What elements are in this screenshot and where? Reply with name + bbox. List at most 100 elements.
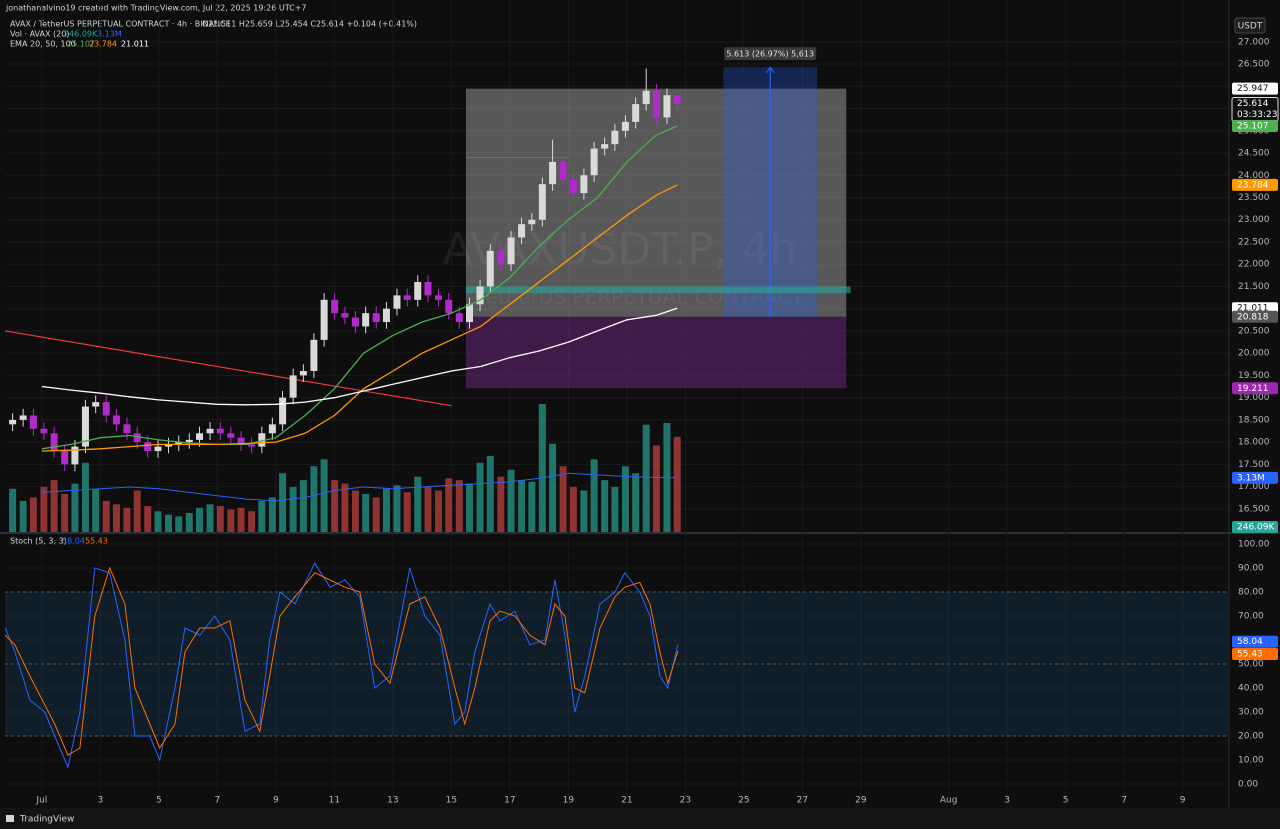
volume-bar [144, 506, 152, 532]
volume-tag: 246.09K [1237, 523, 1275, 533]
measure-label: 5.613 (26.97%) 5,613 [726, 50, 814, 59]
x-tick-label: 13 [387, 796, 398, 806]
position-profit [466, 88, 847, 317]
y-tick-label: 23.000 [1238, 215, 1270, 225]
candle-body [71, 446, 79, 465]
candle-body [299, 370, 307, 376]
candle-body [258, 433, 266, 447]
candle-body [29, 415, 37, 429]
x-tick-label: 5 [1063, 796, 1069, 806]
currency-box[interactable] [1234, 17, 1266, 34]
volume-bar [185, 512, 193, 532]
candle-body [248, 444, 256, 447]
volume-bar [71, 483, 79, 532]
volume-bar [372, 497, 380, 532]
candle-body [154, 446, 162, 452]
candle-body [123, 424, 131, 434]
x-tick-label: 7 [214, 796, 220, 806]
candle-body [621, 121, 629, 131]
ema-line [41, 184, 678, 452]
volume-bar [559, 466, 567, 532]
candle-body [9, 419, 17, 425]
x-tick-label: 11 [329, 796, 340, 806]
currency[interactable]: USDT [1238, 22, 1263, 32]
target-tag-box [1232, 82, 1278, 95]
candle-body [102, 402, 110, 416]
candle-body [518, 224, 526, 238]
candle-body [81, 406, 89, 447]
price-tag: 25.614 [1237, 99, 1269, 109]
candle-body [466, 304, 474, 323]
candle-body [580, 175, 588, 194]
volume-bar [486, 455, 494, 532]
candle-body [455, 313, 463, 323]
y-tick-label: 17.500 [1238, 460, 1270, 470]
x-tick-label: 3 [1004, 796, 1010, 806]
y-tick-label: 10.00 [1238, 755, 1264, 765]
volume-bar [102, 500, 110, 532]
volume-bar [393, 485, 401, 532]
volume-bar [279, 473, 287, 532]
candle-body [673, 95, 681, 104]
candle-body [497, 250, 505, 265]
x-tick-label: 9 [273, 796, 279, 806]
candle-body [112, 415, 120, 425]
volume-bar [673, 436, 681, 532]
volume-bar [196, 507, 204, 532]
volume-bar [216, 506, 224, 532]
x-tick-label: 15 [446, 796, 457, 806]
volume-bar [248, 511, 256, 532]
candle-body [289, 375, 297, 398]
volume-bar [455, 480, 463, 532]
y-tick-label: 27.000 [1238, 37, 1270, 47]
volume-bar [611, 487, 619, 532]
stoch-legend: Stoch (5, 3, 3) [10, 537, 67, 546]
ema-legend-value: 25.107 [67, 40, 95, 49]
x-tick-label: 27 [797, 796, 808, 806]
y-tick-label: 23.500 [1238, 193, 1270, 203]
x-tick-label: Jul [35, 796, 47, 806]
volume-bar [642, 424, 650, 532]
ema-tag: 21.011 [1237, 304, 1269, 314]
candle-body [528, 219, 536, 225]
candle-body [279, 397, 287, 425]
symbol: AVAX / TetherUS PERPETUAL CONTRACT · 4h … [10, 20, 231, 29]
volume-bar [518, 480, 526, 532]
volume-ma-tag-box [1232, 471, 1278, 484]
stoch-tag: 58.04 [1237, 637, 1263, 647]
volume-bar [154, 511, 162, 532]
stoch-line [4, 562, 679, 769]
stop-tag-box [1232, 382, 1278, 395]
x-tick-label: 25 [738, 796, 749, 806]
candle-body [216, 428, 224, 434]
volume-bar [81, 462, 89, 532]
volume-bar [19, 500, 27, 532]
candle-body [549, 161, 557, 185]
y-tick-label: 80.00 [1238, 588, 1264, 598]
volume-bar [40, 487, 48, 532]
measure-label-box [724, 47, 817, 61]
volume-bar [435, 490, 443, 532]
y-tick-label: 20.00 [1238, 731, 1264, 741]
candle-body [538, 184, 546, 220]
volume-bar [175, 516, 183, 532]
ema-legend-value: 23.784 [89, 40, 117, 49]
volume-bar [466, 483, 474, 532]
x-tick-label: 23 [680, 796, 691, 806]
volume-bar [652, 445, 660, 532]
y-tick-label: 26.500 [1238, 60, 1270, 70]
volume-bar [310, 466, 318, 532]
candle-body [642, 90, 650, 105]
y-tick-label: 21.500 [1238, 282, 1270, 292]
volume-bar [289, 487, 297, 532]
y-tick-label: 20.500 [1238, 326, 1270, 336]
x-tick-label: 21 [621, 796, 632, 806]
stoch-tag-box [1232, 635, 1278, 648]
zone [466, 286, 851, 294]
ema-tag-box [1232, 178, 1278, 191]
candle-body [206, 428, 214, 434]
volume-bar [92, 488, 100, 532]
volume-bar [362, 493, 370, 532]
